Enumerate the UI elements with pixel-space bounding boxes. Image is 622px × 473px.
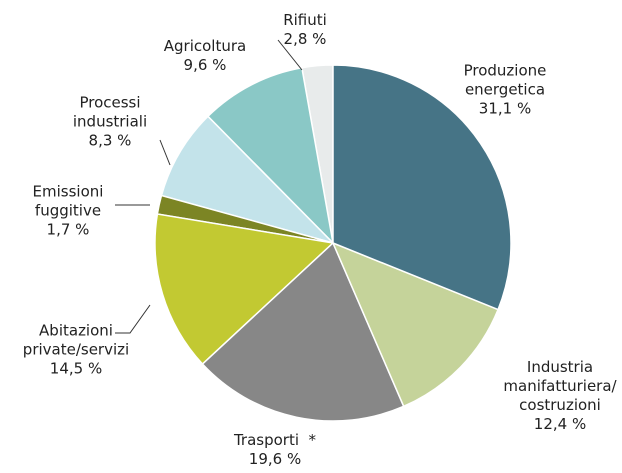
- slice-label: Produzione energetica 31,1 %: [464, 62, 547, 119]
- category-label: Abitazioni private/servizi: [22, 321, 130, 359]
- value-label: 2,8 %: [283, 30, 327, 48]
- category-label: Produzione energetica: [463, 61, 547, 99]
- slice-label: Industria manifatturiera/ costruzioni 12,…: [503, 358, 616, 434]
- pie-slice: [206, 66, 335, 246]
- value-label: 19,6 %: [248, 450, 302, 468]
- category-label: Industria manifatturiera/ costruzioni: [503, 358, 617, 414]
- slice-label: Emissioni fuggitive 1,7 %: [33, 183, 104, 240]
- value-label: 14,5 %: [49, 359, 103, 378]
- leader-line: [277, 39, 303, 71]
- leader-line: [115, 304, 151, 334]
- pie-slice: [332, 64, 512, 311]
- leader-line: [159, 139, 171, 166]
- slice-label: Agricoltura 9,6 %: [164, 37, 246, 75]
- category-label: Trasporti *: [233, 431, 317, 449]
- pie-slice: [160, 115, 336, 245]
- leader-lines: [115, 39, 303, 334]
- pie-slice: [201, 241, 405, 422]
- value-label: 1,7 %: [46, 220, 90, 239]
- slice-label: Abitazioni private/servizi 14,5 %: [23, 322, 129, 379]
- category-label: Rifiuti: [283, 11, 327, 29]
- pie-slice: [331, 241, 500, 408]
- slice-label: Processi industriali 8,3 %: [73, 94, 147, 151]
- pie-slice: [154, 213, 335, 366]
- value-label: 8,3 %: [88, 131, 132, 150]
- slice-label: Trasporti * 19,6 %: [234, 431, 316, 469]
- value-label: 12,4 %: [533, 415, 587, 433]
- category-label: Emissioni fuggitive: [32, 182, 104, 220]
- category-label: Agricoltura: [163, 37, 247, 55]
- slice-label: Rifiuti 2,8 %: [283, 11, 327, 49]
- value-label: 9,6 %: [183, 56, 227, 74]
- category-label: Processi industriali: [72, 93, 148, 131]
- value-label: 31,1 %: [478, 99, 532, 118]
